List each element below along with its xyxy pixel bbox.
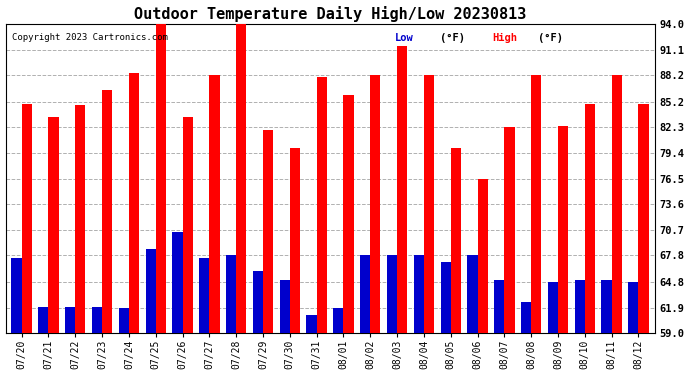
Bar bbox=[387, 255, 397, 333]
Bar bbox=[333, 308, 344, 333]
Bar bbox=[129, 73, 139, 333]
Bar bbox=[360, 255, 371, 333]
Title: Outdoor Temperature Daily High/Low 20230813: Outdoor Temperature Daily High/Low 20230… bbox=[134, 6, 526, 21]
Bar bbox=[199, 258, 209, 333]
Bar bbox=[75, 105, 86, 333]
Text: Copyright 2023 Cartronics.com: Copyright 2023 Cartronics.com bbox=[12, 33, 168, 42]
Bar bbox=[102, 90, 112, 333]
Bar bbox=[531, 75, 542, 333]
Bar bbox=[602, 280, 611, 333]
Bar bbox=[317, 77, 327, 333]
Bar bbox=[92, 307, 102, 333]
Bar bbox=[253, 272, 263, 333]
Bar bbox=[638, 104, 649, 333]
Bar bbox=[494, 280, 504, 333]
Bar bbox=[371, 75, 380, 333]
Bar bbox=[156, 24, 166, 333]
Bar bbox=[521, 302, 531, 333]
Bar bbox=[306, 315, 317, 333]
Bar bbox=[65, 307, 75, 333]
Bar bbox=[236, 24, 246, 333]
Bar bbox=[279, 280, 290, 333]
Bar bbox=[183, 117, 193, 333]
Text: (°F): (°F) bbox=[440, 33, 465, 44]
Bar bbox=[424, 75, 434, 333]
Bar bbox=[397, 46, 407, 333]
Bar bbox=[209, 75, 219, 333]
Bar bbox=[290, 148, 300, 333]
Text: Low: Low bbox=[395, 33, 414, 44]
Bar bbox=[611, 75, 622, 333]
Bar bbox=[12, 258, 21, 333]
Bar bbox=[119, 308, 129, 333]
Bar bbox=[575, 280, 585, 333]
Text: High: High bbox=[493, 33, 518, 44]
Bar bbox=[441, 262, 451, 333]
Bar bbox=[263, 130, 273, 333]
Bar bbox=[585, 104, 595, 333]
Bar bbox=[48, 117, 59, 333]
Bar bbox=[21, 104, 32, 333]
Bar bbox=[172, 232, 183, 333]
Bar bbox=[558, 126, 569, 333]
Bar bbox=[38, 307, 48, 333]
Bar bbox=[226, 255, 236, 333]
Text: (°F): (°F) bbox=[538, 33, 563, 44]
Bar bbox=[548, 282, 558, 333]
Bar bbox=[477, 178, 488, 333]
Bar bbox=[146, 249, 156, 333]
Bar bbox=[504, 128, 515, 333]
Bar bbox=[451, 148, 461, 333]
Bar bbox=[467, 255, 477, 333]
Bar bbox=[344, 95, 354, 333]
Bar bbox=[414, 255, 424, 333]
Bar bbox=[629, 282, 638, 333]
